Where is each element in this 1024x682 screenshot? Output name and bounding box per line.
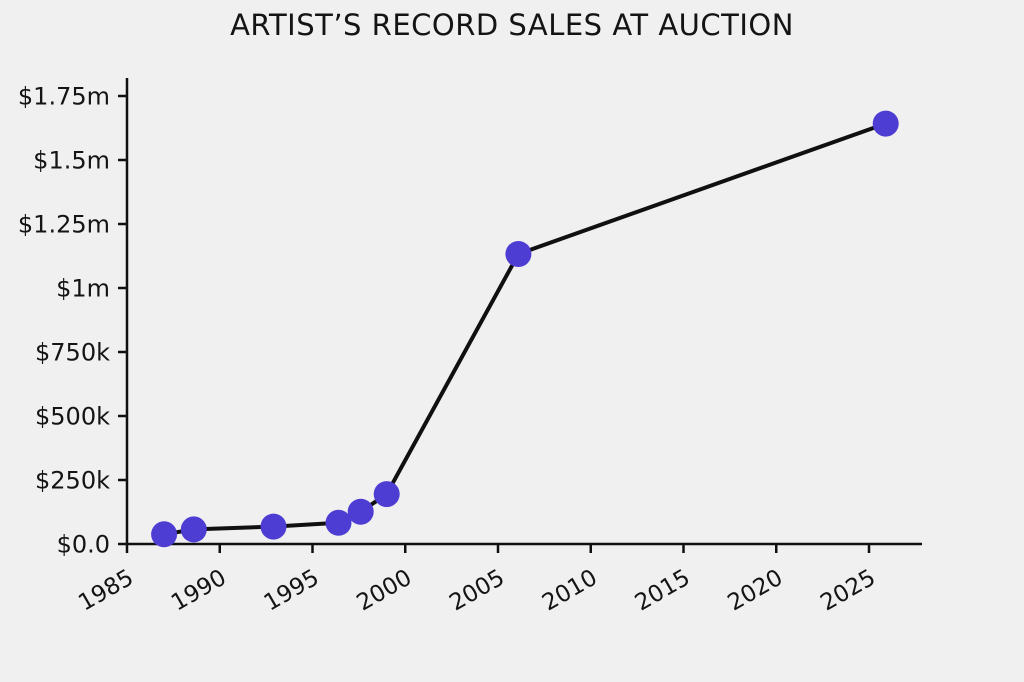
- x-tick-label: 1995: [260, 565, 324, 617]
- x-tick-label: 2020: [724, 565, 788, 617]
- data-point-marker: [347, 498, 374, 525]
- y-tick-label: $750k: [35, 339, 110, 367]
- data-point-marker: [872, 110, 899, 137]
- x-tick-label: 1990: [167, 565, 231, 617]
- x-tick-label: 2010: [538, 565, 602, 617]
- x-tick-label: 2015: [631, 565, 695, 617]
- y-tick-label: $500k: [35, 403, 110, 431]
- data-point-marker: [325, 509, 352, 536]
- sales-line-series: [162, 121, 888, 537]
- y-tick-label: $1.5m: [33, 147, 110, 175]
- data-point-marker: [260, 513, 287, 540]
- y-tick-label: $250k: [35, 467, 110, 495]
- x-tick-label: 2005: [445, 565, 509, 617]
- y-tick-label: $1m: [56, 275, 110, 303]
- y-tick-label: $1.75m: [18, 83, 110, 111]
- y-tick-label: $1.25m: [18, 211, 110, 239]
- data-point-marker: [180, 516, 207, 543]
- x-tick-label: 2000: [353, 565, 417, 617]
- x-tick-label: 2025: [816, 565, 880, 617]
- chart-title: ARTIST’S RECORD SALES AT AUCTION: [230, 8, 794, 42]
- y-tick-label: $0.0: [57, 531, 110, 559]
- data-point-marker: [505, 241, 532, 267]
- data-point-marker: [151, 521, 178, 548]
- data-point-marker: [373, 481, 400, 508]
- x-tick-label: 1985: [74, 565, 138, 617]
